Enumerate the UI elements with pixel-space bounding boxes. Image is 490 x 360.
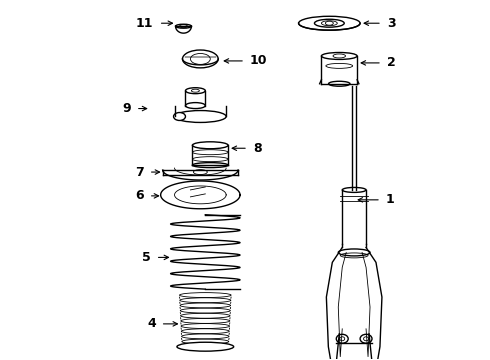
Ellipse shape <box>182 50 218 68</box>
Ellipse shape <box>329 81 350 86</box>
Text: 4: 4 <box>147 318 156 330</box>
Text: 3: 3 <box>387 17 395 30</box>
Ellipse shape <box>173 113 185 121</box>
Text: 10: 10 <box>250 54 268 67</box>
Text: 11: 11 <box>135 17 153 30</box>
Ellipse shape <box>194 170 207 175</box>
Ellipse shape <box>174 111 226 122</box>
Ellipse shape <box>175 24 192 28</box>
Text: 8: 8 <box>253 142 262 155</box>
Text: 2: 2 <box>387 57 395 69</box>
Ellipse shape <box>193 142 228 149</box>
Ellipse shape <box>325 21 333 25</box>
Text: 7: 7 <box>135 166 144 179</box>
Text: 5: 5 <box>142 251 151 264</box>
Ellipse shape <box>321 53 357 59</box>
Ellipse shape <box>298 16 360 30</box>
Ellipse shape <box>185 88 205 94</box>
Text: 1: 1 <box>386 193 394 206</box>
Ellipse shape <box>177 342 234 351</box>
Ellipse shape <box>193 163 228 168</box>
Ellipse shape <box>191 54 210 64</box>
Text: 6: 6 <box>135 189 144 202</box>
Ellipse shape <box>185 103 205 109</box>
Text: 9: 9 <box>122 102 131 115</box>
